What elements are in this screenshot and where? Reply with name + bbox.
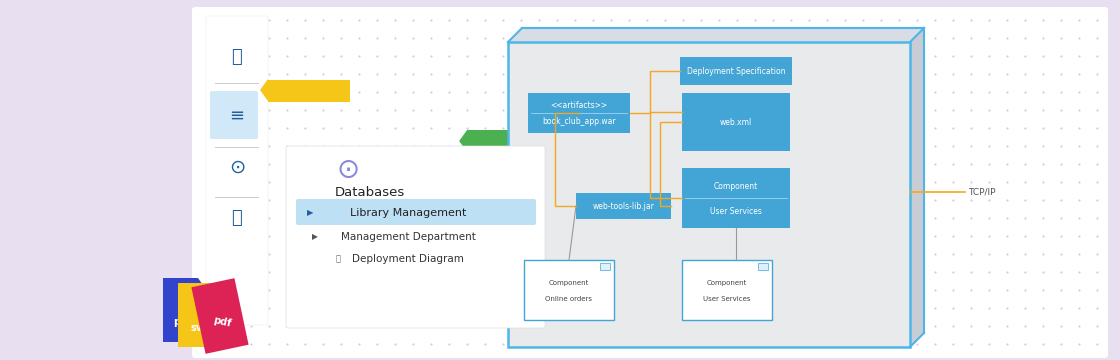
- Text: png: png: [174, 317, 195, 327]
- Text: ⊙: ⊙: [336, 156, 360, 184]
- Text: ≡: ≡: [230, 107, 244, 125]
- Bar: [524, 260, 614, 320]
- Text: pdf: pdf: [212, 315, 232, 329]
- Text: Management Department: Management Department: [340, 232, 475, 242]
- FancyBboxPatch shape: [286, 146, 545, 328]
- Text: book_club_app.war: book_club_app.war: [542, 117, 616, 126]
- Text: User Services: User Services: [703, 296, 750, 302]
- Polygon shape: [508, 28, 924, 42]
- Text: User Services: User Services: [710, 207, 762, 216]
- Polygon shape: [164, 278, 211, 342]
- Bar: [758, 263, 768, 270]
- Bar: [508, 42, 909, 347]
- Polygon shape: [192, 278, 249, 354]
- Text: web.xml: web.xml: [720, 117, 753, 126]
- Bar: [682, 168, 790, 228]
- Text: Component: Component: [707, 280, 747, 286]
- Bar: [682, 260, 772, 320]
- Text: Databases: Databases: [335, 185, 405, 198]
- Text: ⎕: ⎕: [336, 255, 340, 264]
- Polygon shape: [178, 283, 224, 347]
- FancyBboxPatch shape: [192, 7, 1108, 358]
- Text: <<artifacts>>: <<artifacts>>: [550, 100, 607, 109]
- Text: Online orders: Online orders: [545, 296, 592, 302]
- Bar: [528, 93, 629, 133]
- Polygon shape: [460, 130, 468, 152]
- Bar: [268, 80, 349, 102]
- Text: TCP/IP: TCP/IP: [968, 188, 996, 197]
- Text: Component: Component: [549, 280, 589, 286]
- Text: svg: svg: [190, 323, 209, 333]
- FancyBboxPatch shape: [296, 199, 536, 225]
- Bar: [682, 93, 790, 151]
- Text: ▶: ▶: [307, 208, 314, 217]
- Bar: [468, 130, 548, 152]
- Text: Deployment Specification: Deployment Specification: [687, 67, 785, 76]
- Polygon shape: [261, 80, 268, 100]
- Text: ⊙: ⊙: [228, 158, 245, 176]
- Bar: [600, 263, 610, 270]
- Text: Component: Component: [713, 181, 758, 190]
- Text: web-tools-lib.jar: web-tools-lib.jar: [592, 202, 654, 211]
- Text: ▶: ▶: [312, 233, 318, 242]
- Bar: [680, 57, 792, 85]
- Text: Library Management: Library Management: [349, 208, 466, 218]
- Bar: [576, 193, 671, 219]
- Polygon shape: [909, 28, 924, 347]
- Text: Deployment Diagram: Deployment Diagram: [352, 254, 464, 264]
- Text: ⎕: ⎕: [232, 48, 242, 66]
- FancyBboxPatch shape: [211, 91, 258, 139]
- FancyBboxPatch shape: [206, 16, 268, 325]
- Text: ⌛: ⌛: [232, 209, 242, 227]
